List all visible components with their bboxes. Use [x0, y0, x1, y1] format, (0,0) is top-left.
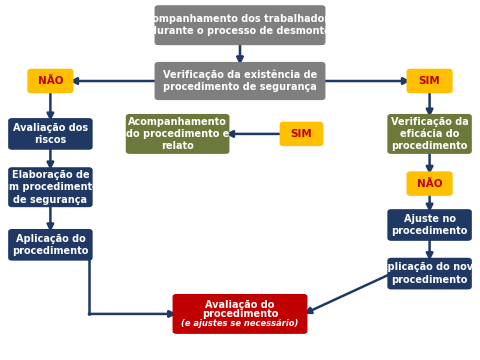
- Text: (e ajustes se necessário): (e ajustes se necessário): [181, 319, 299, 328]
- FancyBboxPatch shape: [387, 114, 472, 154]
- Text: Verificação da
eficácia do
procedimento: Verificação da eficácia do procedimento: [391, 117, 468, 151]
- Text: Aplicação do novo
procedimento: Aplicação do novo procedimento: [380, 262, 480, 285]
- FancyBboxPatch shape: [387, 258, 472, 289]
- Text: SIM: SIM: [419, 76, 441, 86]
- Text: Acompanhamento
do procedimento e
relato: Acompanhamento do procedimento e relato: [126, 117, 229, 151]
- FancyBboxPatch shape: [279, 122, 324, 146]
- FancyBboxPatch shape: [407, 69, 453, 93]
- Text: procedimento: procedimento: [202, 309, 278, 319]
- Text: Avaliação do: Avaliação do: [205, 300, 275, 310]
- FancyBboxPatch shape: [387, 209, 472, 241]
- Text: Aplicação do
procedimento: Aplicação do procedimento: [12, 234, 89, 256]
- Text: NÃO: NÃO: [37, 76, 63, 86]
- FancyBboxPatch shape: [8, 167, 93, 207]
- Text: Acompanhamento dos trabalhadores
durante o processo de desmonte: Acompanhamento dos trabalhadores durante…: [139, 14, 341, 36]
- Text: Ajuste no
procedimento: Ajuste no procedimento: [391, 214, 468, 236]
- Text: NÃO: NÃO: [417, 179, 443, 189]
- FancyBboxPatch shape: [407, 171, 453, 196]
- FancyBboxPatch shape: [126, 114, 229, 154]
- Text: Verificação da existência de
procedimento de segurança: Verificação da existência de procediment…: [163, 69, 317, 93]
- FancyBboxPatch shape: [173, 294, 308, 334]
- Text: Avaliação dos
riscos: Avaliação dos riscos: [13, 123, 88, 145]
- FancyBboxPatch shape: [155, 5, 325, 45]
- Text: SIM: SIM: [290, 129, 312, 139]
- FancyBboxPatch shape: [8, 229, 93, 261]
- Text: Elaboração de
um procedimento
de segurança: Elaboração de um procedimento de seguran…: [2, 170, 99, 204]
- FancyBboxPatch shape: [155, 62, 325, 100]
- FancyBboxPatch shape: [8, 118, 93, 150]
- FancyBboxPatch shape: [27, 69, 73, 93]
